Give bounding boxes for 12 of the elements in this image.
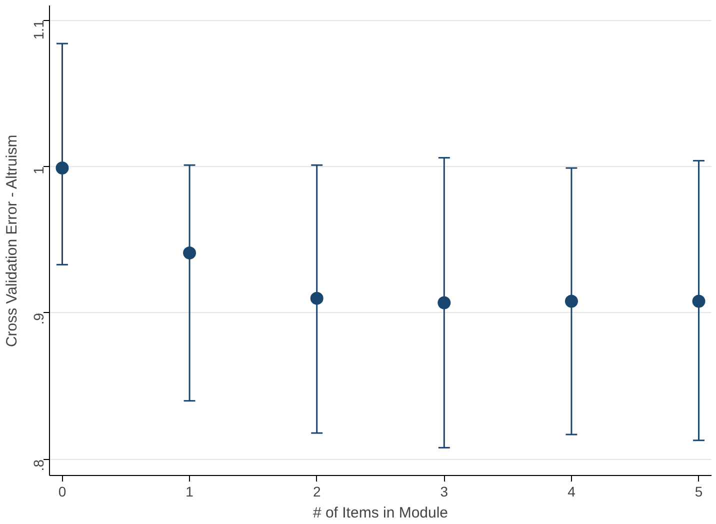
x-tick-label: 1: [186, 484, 194, 500]
y-tick-label: .8: [30, 459, 46, 472]
x-tick-label: 3: [440, 484, 448, 500]
x-tick-label: 5: [694, 484, 703, 500]
y-tick-label: 1.1: [30, 20, 46, 40]
x-axis-title: # of Items in Module: [312, 504, 448, 522]
y-tick-label: 1: [30, 166, 46, 174]
y-axis-title: Cross Validation Error - Altruism: [4, 134, 20, 348]
y-tick-label: .9: [30, 312, 46, 325]
x-tick-label: 0: [58, 484, 66, 500]
x-tick-label: 2: [312, 484, 321, 500]
x-tick-label: 4: [568, 484, 576, 500]
